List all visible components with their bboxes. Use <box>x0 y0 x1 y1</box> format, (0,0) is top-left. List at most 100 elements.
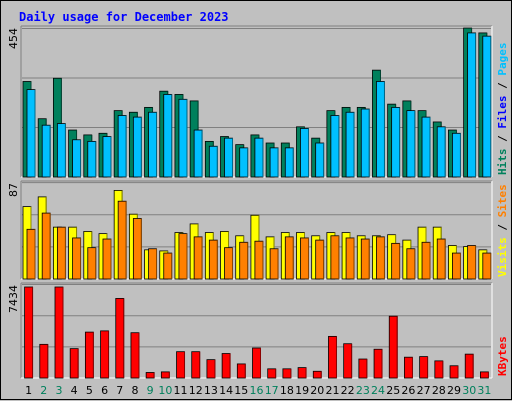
bar-sites-10 <box>163 252 173 280</box>
bar-kbytes-27 <box>419 356 429 379</box>
bar-files-27 <box>421 116 431 178</box>
bar-kbytes-6 <box>100 330 110 379</box>
bar-sites-6 <box>102 238 112 280</box>
bar-files-22 <box>345 111 355 178</box>
bar-sites-23 <box>360 238 370 280</box>
legend-separator: / <box>496 129 509 149</box>
bar-kbytes-17 <box>267 368 277 379</box>
bar-sites-12 <box>193 236 203 280</box>
bar-sites-8 <box>132 218 142 280</box>
bar-sites-11 <box>178 233 188 280</box>
bar-sites-31 <box>482 252 492 280</box>
bar-files-17 <box>269 147 279 178</box>
bar-kbytes-11 <box>176 351 186 379</box>
bar-sites-30 <box>467 245 477 280</box>
bar-kbytes-10 <box>160 371 170 379</box>
day-label-20: 20 <box>310 384 324 397</box>
bar-sites-20 <box>315 239 325 280</box>
bar-files-1 <box>26 89 36 178</box>
bar-files-21 <box>330 115 340 178</box>
bar-kbytes-16 <box>252 347 261 379</box>
bar-sites-21 <box>330 235 340 280</box>
bar-sites-17 <box>269 248 279 280</box>
bar-files-14 <box>224 137 234 178</box>
day-label-7: 7 <box>116 384 123 397</box>
bar-kbytes-7 <box>115 298 125 379</box>
bar-sites-9 <box>148 248 158 280</box>
day-label-4: 4 <box>71 384 78 397</box>
bar-sites-25 <box>391 242 401 280</box>
day-label-8: 8 <box>131 384 138 397</box>
bar-sites-3 <box>56 226 66 280</box>
bar-files-8 <box>132 116 142 178</box>
y-max-label: 87 <box>7 183 20 197</box>
bar-kbytes-20 <box>312 370 322 379</box>
bar-sites-28 <box>436 238 446 280</box>
bar-files-5 <box>87 140 97 178</box>
bar-kbytes-14 <box>221 353 231 379</box>
bar-kbytes-15 <box>236 363 246 379</box>
bar-kbytes-24 <box>373 348 383 379</box>
bar-kbytes-5 <box>84 331 94 379</box>
bar-kbytes-13 <box>206 359 216 379</box>
day-label-29: 29 <box>447 384 461 397</box>
legend-hits-files-pages: Hits / Files / Pages <box>496 43 509 176</box>
bar-files-7 <box>117 115 127 178</box>
day-label-15: 15 <box>234 384 248 397</box>
bar-files-3 <box>56 123 66 178</box>
bar-files-15 <box>239 147 249 178</box>
legend-entry-visits: Visits <box>496 237 509 277</box>
bar-files-16 <box>254 137 264 178</box>
bar-sites-24 <box>376 236 385 280</box>
bar-files-28 <box>436 126 446 178</box>
day-label-2: 2 <box>40 384 47 397</box>
day-label-1: 1 <box>25 384 32 397</box>
bar-kbytes-1 <box>24 286 34 379</box>
chart-title: Daily usage for December 2023 <box>19 10 229 24</box>
bar-sites-19 <box>300 237 309 280</box>
bar-files-20 <box>315 142 325 178</box>
bar-sites-15 <box>239 241 249 280</box>
day-label-25: 25 <box>386 384 400 397</box>
bar-sites-14 <box>224 247 234 280</box>
bar-files-24 <box>376 81 385 178</box>
bar-kbytes-2 <box>39 343 49 379</box>
legend-entry-kbytes: KBytes <box>496 336 509 376</box>
bar-sites-22 <box>345 237 355 280</box>
panel-kbytes: 7434 KBytes <box>7 282 509 379</box>
bar-sites-2 <box>41 212 51 280</box>
bar-kbytes-31 <box>480 371 489 379</box>
bar-files-31 <box>482 35 492 178</box>
bar-kbytes-23 <box>358 358 368 379</box>
bar-sites-27 <box>421 241 431 280</box>
bar-kbytes-25 <box>388 315 398 379</box>
bar-files-26 <box>406 110 416 178</box>
bar-files-25 <box>391 106 401 178</box>
bar-kbytes-22 <box>343 343 353 379</box>
legend-separator: / <box>496 76 509 96</box>
day-label-31: 31 <box>477 384 491 397</box>
bar-kbytes-4 <box>69 348 79 379</box>
day-label-21: 21 <box>325 384 339 397</box>
bar-sites-16 <box>254 240 264 280</box>
day-label-30: 30 <box>462 384 476 397</box>
bar-files-10 <box>163 94 173 178</box>
bar-kbytes-28 <box>434 360 444 379</box>
bar-kbytes-30 <box>464 353 474 379</box>
day-label-22: 22 <box>341 384 355 397</box>
bar-sites-26 <box>406 248 416 280</box>
day-label-18: 18 <box>280 384 294 397</box>
bar-files-11 <box>178 98 188 178</box>
bar-sites-1 <box>26 228 36 280</box>
bar-kbytes-8 <box>130 332 140 379</box>
legend-visits-sites: Visits / Sites <box>496 184 509 277</box>
bar-files-4 <box>72 139 82 178</box>
day-label-17: 17 <box>265 384 279 397</box>
y-max-label: 454 <box>7 28 20 49</box>
bar-files-2 <box>41 124 51 178</box>
bar-files-9 <box>148 111 158 178</box>
bar-sites-4 <box>72 237 82 280</box>
bar-kbytes-12 <box>191 351 201 379</box>
